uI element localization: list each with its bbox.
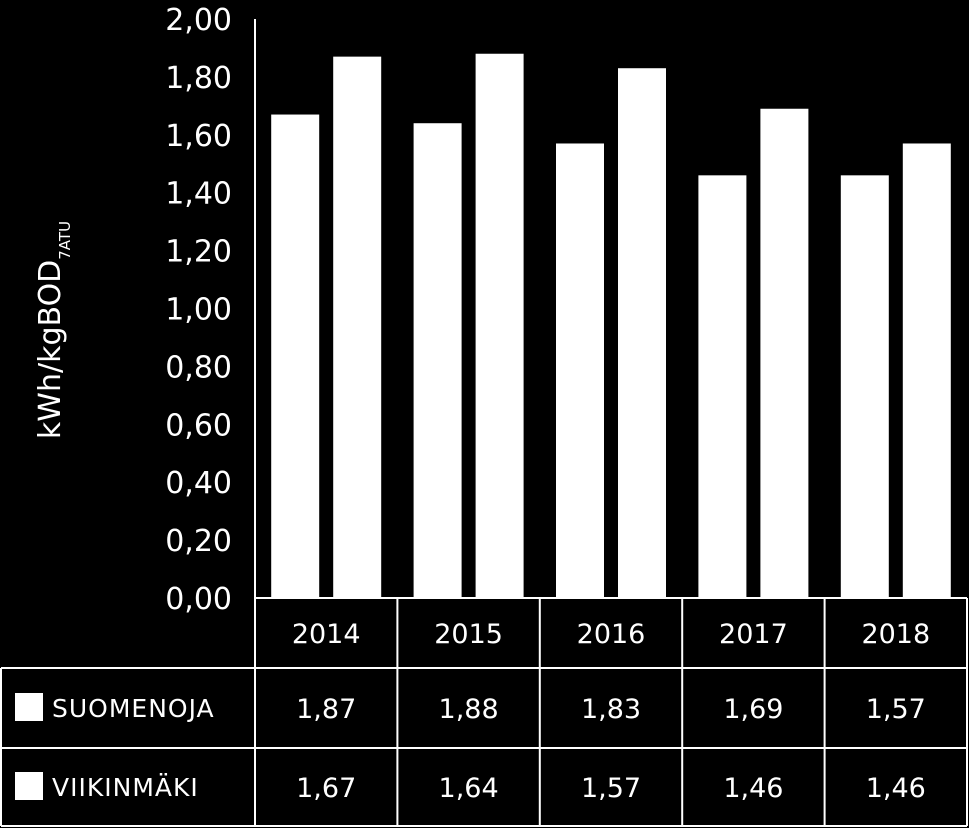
bar-suomenoja-2014 — [333, 56, 382, 598]
x-category-label: 2014 — [292, 619, 361, 650]
y-tick-label: 0,60 — [165, 408, 232, 443]
x-category-label: 2016 — [577, 619, 646, 650]
bar-viikinmki-2017 — [698, 175, 747, 598]
data-table: 2014 2015 2016 2017 2018 SUOMENOJA 1,87 1,88 1,8… — [15, 619, 930, 804]
legend-swatch — [15, 772, 43, 800]
table-value-cell: 1,69 — [723, 694, 783, 725]
bars — [271, 53, 951, 599]
bar-viikinmki-2018 — [840, 175, 889, 598]
y-tick-labels: 0,00 0,20 0,40 0,60 0,80 1,00 1,20 1,40 1,60 1,80… — [165, 3, 232, 617]
x-category-label: 2015 — [434, 619, 503, 650]
table-value-cell: 1,57 — [581, 773, 641, 804]
legend-series-label: VIIKINMÄKI — [52, 773, 199, 802]
table-value-cell: 1,57 — [866, 694, 926, 725]
table-value-cell: 1,83 — [581, 694, 641, 725]
y-axis-title-subscript: 7ATU — [56, 221, 74, 260]
y-tick-label: 1,20 — [165, 235, 232, 270]
y-tick-label: 2,00 — [165, 3, 232, 38]
y-tick-label: 0,20 — [165, 524, 232, 559]
legend-swatch — [15, 693, 43, 721]
x-category-label: 2017 — [719, 619, 788, 650]
y-tick-label: 1,60 — [165, 119, 232, 154]
table-value-cell: 1,67 — [296, 773, 356, 804]
legend-series-label: SUOMENOJA — [52, 694, 215, 723]
bar-suomenoja-2015 — [475, 53, 524, 599]
y-axis-title-main: kWh/kgBOD — [33, 260, 68, 439]
bar-viikinmki-2015 — [413, 123, 462, 598]
table-value-cell: 1,46 — [866, 773, 926, 804]
y-tick-label: 1,00 — [165, 293, 232, 328]
table-value-cell: 1,88 — [439, 694, 499, 725]
bar-viikinmki-2016 — [556, 143, 604, 599]
y-tick-label: 0,00 — [165, 582, 232, 617]
table-value-cell: 1,64 — [439, 773, 499, 804]
y-tick-label: 0,40 — [165, 466, 232, 501]
y-tick-label: 1,80 — [165, 61, 232, 96]
y-axis-title: kWh/kgBOD7ATU — [33, 221, 74, 439]
bar-suomenoja-2018 — [902, 143, 951, 599]
y-tick-label: 1,40 — [165, 177, 232, 212]
table-value-cell: 1,87 — [296, 694, 356, 725]
x-category-label: 2018 — [861, 619, 930, 650]
y-tick-label: 0,80 — [165, 350, 232, 385]
table-value-cell: 1,46 — [723, 773, 783, 804]
bar-suomenoja-2016 — [618, 68, 666, 599]
bar-viikinmki-2014 — [271, 114, 320, 598]
bar-suomenoja-2017 — [760, 108, 809, 599]
